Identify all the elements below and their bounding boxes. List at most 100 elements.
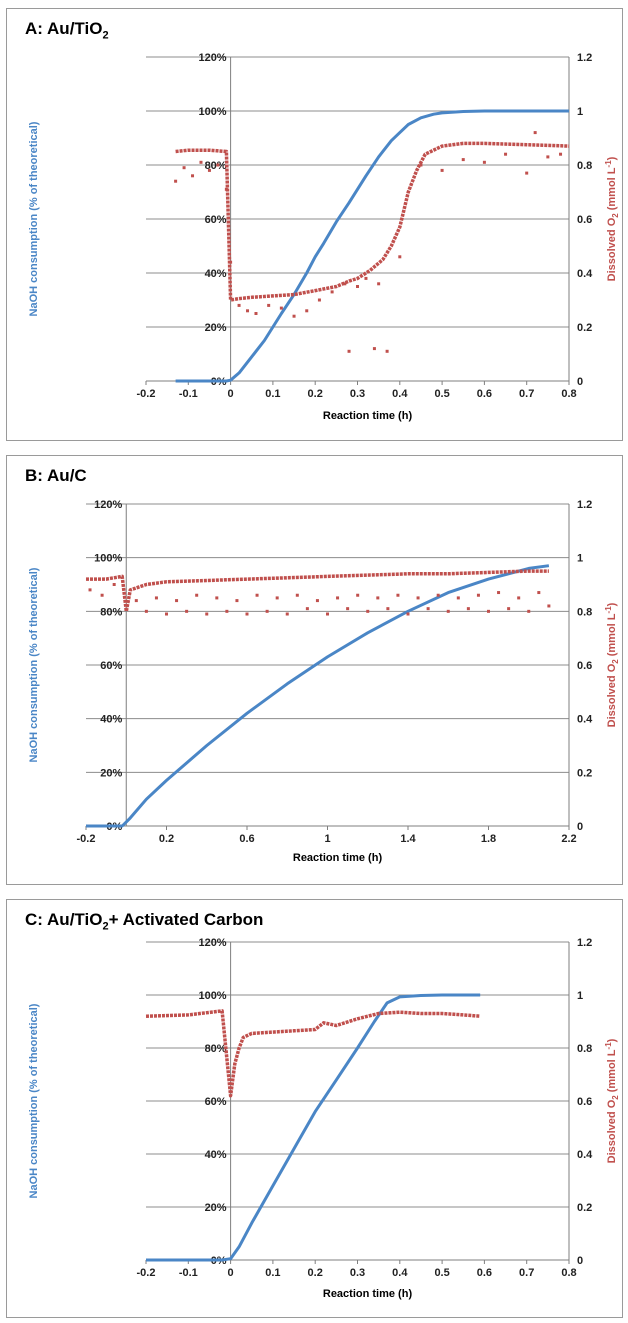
data-point: [215, 596, 219, 600]
data-point: [346, 607, 350, 611]
data-point: [285, 612, 289, 616]
data-point: [265, 609, 269, 613]
data-point: [372, 347, 376, 351]
x-tick-label: 0: [228, 388, 234, 400]
x-tick-label: 0.7: [519, 388, 534, 400]
y2-tick-label: 0: [577, 376, 583, 388]
data-point: [254, 312, 258, 315]
x-tick-label: 0.1: [265, 388, 280, 400]
data-point: [487, 609, 490, 613]
x-tick-label: 0.8: [561, 388, 576, 400]
data-point: [504, 152, 508, 156]
x-tick-label: 0.2: [308, 1267, 323, 1279]
x-tick-label: 0.1: [265, 1267, 280, 1279]
x-tick-label: 0.2: [159, 833, 174, 845]
data-point: [547, 604, 551, 608]
y2-tick-label: 0: [577, 1255, 583, 1267]
x-tick-label: 0.4: [392, 1267, 408, 1279]
data-point: [295, 593, 299, 597]
y2-tick-label: 0.4: [577, 714, 593, 726]
x-axis-label: Reaction time (h): [323, 1288, 413, 1300]
data-point: [165, 612, 168, 616]
y2-tick-label: 0.8: [577, 606, 592, 618]
x-tick-label: 1: [324, 833, 330, 845]
chart-svg-b: 0%20%40%60%80%100%120%00.20.40.60.811.2-…: [28, 499, 620, 864]
data-point: [175, 599, 179, 603]
y-tick-label: 100%: [198, 106, 226, 118]
y-tick-label: 60%: [205, 1096, 227, 1108]
data-point: [182, 166, 186, 170]
data-point: [195, 593, 199, 597]
x-tick-label: 0.6: [477, 1267, 492, 1279]
y-axis-label: NaOH consumption (% of theoretical): [28, 1003, 40, 1198]
data-point: [326, 612, 329, 616]
data-point: [396, 593, 400, 597]
y2-axis-label: Dissolved O2 (mmol L-1): [604, 156, 620, 281]
chart-panel-a: A: Au/TiO2 0% 20% 40% 60% 80% 100% 120% 0 0.2 0.4…: [6, 8, 623, 441]
data-point: [343, 282, 347, 286]
data-point: [356, 285, 359, 288]
x-tick-label: 0.6: [477, 388, 492, 400]
y-tick-label: 40%: [205, 1149, 227, 1161]
x-axis-label: Reaction time (h): [293, 852, 383, 864]
data-point: [112, 583, 116, 586]
x-tick-label: 0.4: [392, 388, 408, 400]
y2-axis-label: Dissolved O2 (mmol L-1): [604, 602, 620, 727]
data-point: [385, 349, 389, 353]
y-tick-label: 120%: [198, 52, 226, 64]
x-tick-label: -0.2: [77, 833, 96, 845]
y2-tick-label: 0.6: [577, 1096, 592, 1108]
series-line-0: [86, 564, 550, 828]
chart-svg-c: 0%20%40%60%80%100%120%00.20.40.60.811.2-…: [28, 937, 620, 1300]
y2-tick-label: 1: [577, 106, 583, 118]
x-tick-label: -0.1: [179, 388, 198, 400]
y2-tick-label: 0.2: [577, 1202, 592, 1214]
y-tick-label: 40%: [205, 268, 227, 280]
x-tick-label: 2.2: [561, 833, 576, 845]
y-tick-label: 100%: [198, 990, 226, 1002]
x-tick-label: 0.3: [350, 1267, 365, 1279]
data-point: [279, 306, 283, 310]
y2-tick-label: 0.6: [577, 214, 592, 226]
data-point: [347, 349, 351, 353]
chart-title-a: A: Au/TiO2: [25, 19, 109, 42]
data-point: [525, 171, 529, 175]
data-point: [144, 609, 148, 613]
x-tick-label: 0.5: [434, 388, 449, 400]
chart-panel-b: B: Au/C 0% 20% 40% 60% 80% 100% 120% 0 0.2 0.4 0.6…: [6, 455, 623, 885]
y-tick-label: 80%: [205, 1043, 227, 1055]
y2-axis-label: Dissolved O2 (mmol L-1): [604, 1038, 620, 1163]
y2-tick-label: 0.4: [577, 1149, 593, 1161]
y2-tick-label: 0.4: [577, 268, 593, 280]
chart-title-c: C: Au/TiO2+ Activated Carbon: [25, 910, 264, 933]
data-point: [482, 160, 486, 164]
data-point: [317, 298, 321, 302]
data-point: [205, 612, 209, 616]
data-point: [461, 158, 465, 162]
series-line-1: [145, 1009, 481, 1098]
y2-tick-label: 0.2: [577, 767, 592, 779]
data-point: [330, 290, 334, 294]
data-point: [100, 593, 104, 597]
data-point: [456, 596, 460, 600]
x-tick-label: 0.5: [434, 1267, 449, 1279]
data-point: [446, 609, 450, 613]
series-line-0: [146, 993, 481, 1262]
x-tick-label: 0.7: [519, 1267, 534, 1279]
data-point: [275, 596, 279, 600]
x-tick-label: 0.6: [239, 833, 254, 845]
x-tick-label: 0.8: [561, 1267, 576, 1279]
x-axis-label: Reaction time (h): [323, 410, 413, 422]
y-tick-label: 100%: [94, 553, 122, 565]
data-point: [517, 596, 521, 600]
y2-tick-label: 1.2: [577, 937, 592, 949]
x-tick-label: -0.1: [179, 1267, 198, 1279]
data-point: [376, 596, 380, 600]
data-point: [533, 131, 537, 135]
data-point: [245, 612, 249, 616]
data-point: [246, 309, 250, 313]
series-line-0: [175, 109, 569, 383]
data-point: [154, 596, 158, 600]
data-point: [406, 612, 410, 616]
y2-tick-label: 1: [577, 553, 583, 565]
